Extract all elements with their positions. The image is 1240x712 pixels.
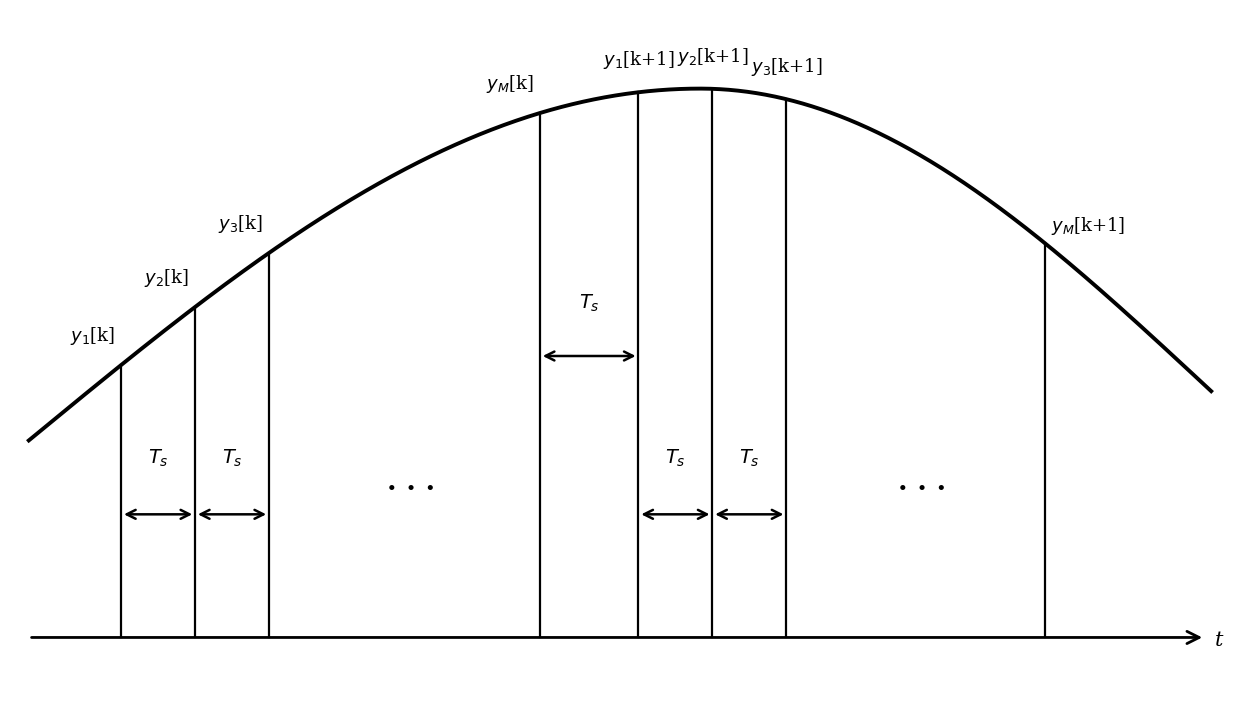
Text: $T_s$: $T_s$ bbox=[148, 447, 169, 468]
Text: $T_s$: $T_s$ bbox=[579, 293, 600, 314]
Text: $y_3$[k]: $y_3$[k] bbox=[218, 214, 263, 236]
Text: $y_3$[k+1]: $y_3$[k+1] bbox=[750, 56, 822, 78]
Text: . . .: . . . bbox=[898, 469, 946, 496]
Text: $T_s$: $T_s$ bbox=[665, 447, 686, 468]
Text: $y_M$[k+1]: $y_M$[k+1] bbox=[1052, 214, 1126, 236]
Text: $y_1$[k+1]: $y_1$[k+1] bbox=[603, 49, 675, 71]
Text: $y_1$[k]: $y_1$[k] bbox=[71, 325, 115, 347]
Text: t: t bbox=[1215, 632, 1224, 651]
Text: $T_s$: $T_s$ bbox=[739, 447, 760, 468]
Text: $y_M$[k]: $y_M$[k] bbox=[486, 73, 533, 95]
Text: . . .: . . . bbox=[387, 469, 435, 496]
Text: $y_2$[k]: $y_2$[k] bbox=[144, 268, 188, 289]
Text: $T_s$: $T_s$ bbox=[222, 447, 242, 468]
Text: $y_2$[k+1]: $y_2$[k+1] bbox=[677, 46, 748, 68]
